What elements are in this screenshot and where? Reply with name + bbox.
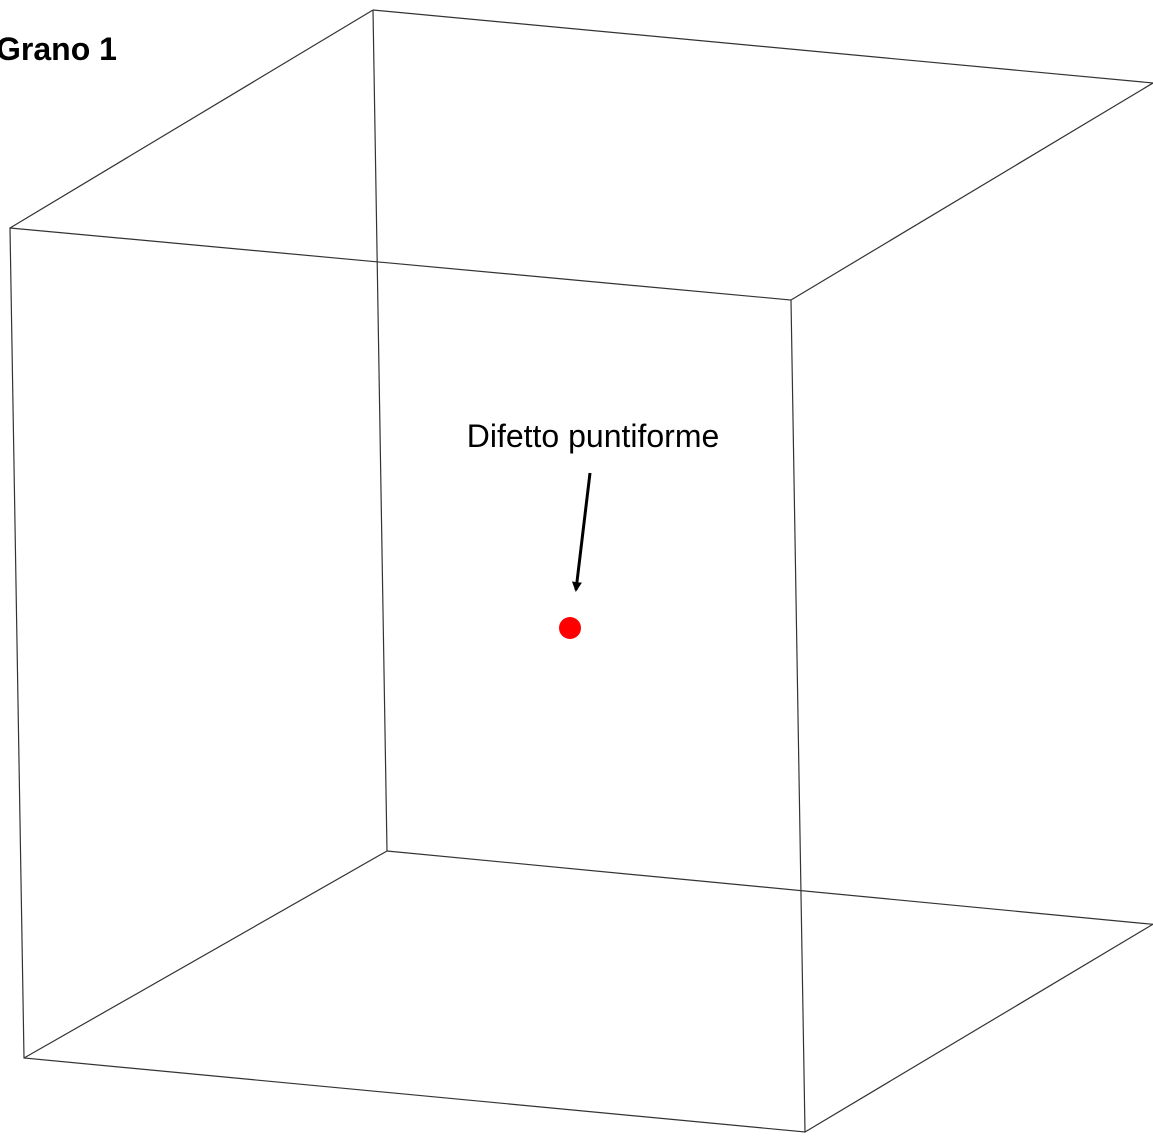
cube-edge [372, 9, 388, 852]
cube-front-face [9, 227, 806, 1133]
point-defect [559, 617, 581, 639]
title: Grano 1 [0, 31, 117, 67]
annotation-label: Difetto puntiforme [467, 418, 720, 454]
cube-edge [372, 9, 1153, 84]
cube-edge [386, 850, 1153, 925]
cube [9, 9, 1153, 1133]
annotation-arrow [571, 472, 592, 592]
cube-edge [23, 850, 388, 1059]
cube-edge [804, 923, 1153, 1133]
cube-edge [790, 82, 1153, 301]
cube-edge [9, 9, 374, 229]
